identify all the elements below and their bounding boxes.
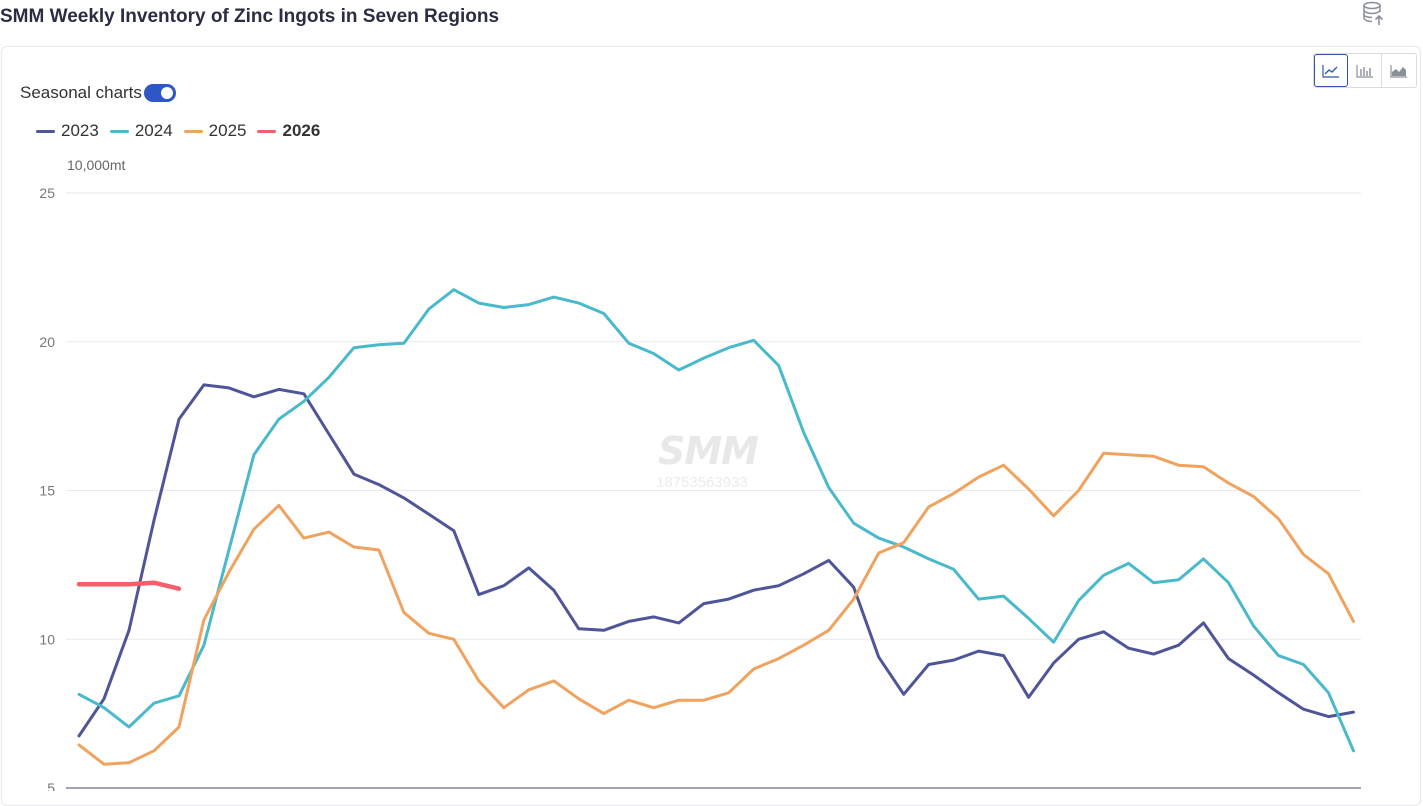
legend-label: 2023: [61, 121, 99, 140]
watermark-logo: SMM: [658, 429, 759, 473]
y-tick-label: 25: [39, 185, 55, 201]
legend-swatch: [36, 129, 55, 133]
legend-swatch: [257, 129, 277, 133]
line-view-button[interactable]: [1314, 54, 1348, 87]
legend-label: 2026: [282, 121, 321, 140]
seasonal-toggle-row: Seasonal charts: [20, 83, 176, 103]
y-tick-label: 15: [39, 483, 55, 499]
y-axis-unit: 10,000mt: [67, 157, 126, 173]
legend-item-2026[interactable]: 2026: [257, 121, 320, 141]
series-line-2024[interactable]: [77, 288, 1355, 753]
y-tick-label: 5: [47, 780, 55, 791]
series-line-2025[interactable]: [77, 451, 1355, 766]
database-export-icon[interactable]: [1362, 1, 1386, 27]
legend-label: 2024: [134, 121, 173, 140]
y-tick-label: 10: [39, 631, 55, 647]
legend-item-2023[interactable]: 2023: [36, 121, 99, 141]
page-title: SMM Weekly Inventory of Zinc Ingots in S…: [0, 6, 500, 27]
legend-swatch: [109, 129, 129, 133]
seasonal-label: Seasonal charts: [20, 83, 142, 102]
series-line-2026[interactable]: [76, 580, 182, 591]
bar-view-button[interactable]: [1348, 54, 1382, 87]
chart-legend: 2023 2024 2025 2026: [36, 121, 331, 141]
area-chart-icon: [1390, 64, 1407, 78]
legend-item-2025[interactable]: 2025: [183, 121, 247, 141]
bar-chart-icon: [1355, 64, 1373, 78]
series-line-2023[interactable]: [77, 383, 1355, 738]
y-tick-label: 20: [39, 334, 55, 350]
legend-item-2024[interactable]: 2024: [109, 121, 173, 141]
toggle-knob: [160, 87, 173, 99]
view-toggle: [1313, 53, 1417, 88]
legend-label: 2025: [208, 121, 247, 140]
chart-card: [1, 46, 1421, 806]
area-view-button[interactable]: [1382, 54, 1416, 87]
watermark-number: 18753563933: [656, 474, 748, 491]
seasonal-toggle-switch[interactable]: [143, 84, 176, 102]
line-chart-icon: [1322, 64, 1339, 78]
legend-swatch: [183, 129, 203, 133]
